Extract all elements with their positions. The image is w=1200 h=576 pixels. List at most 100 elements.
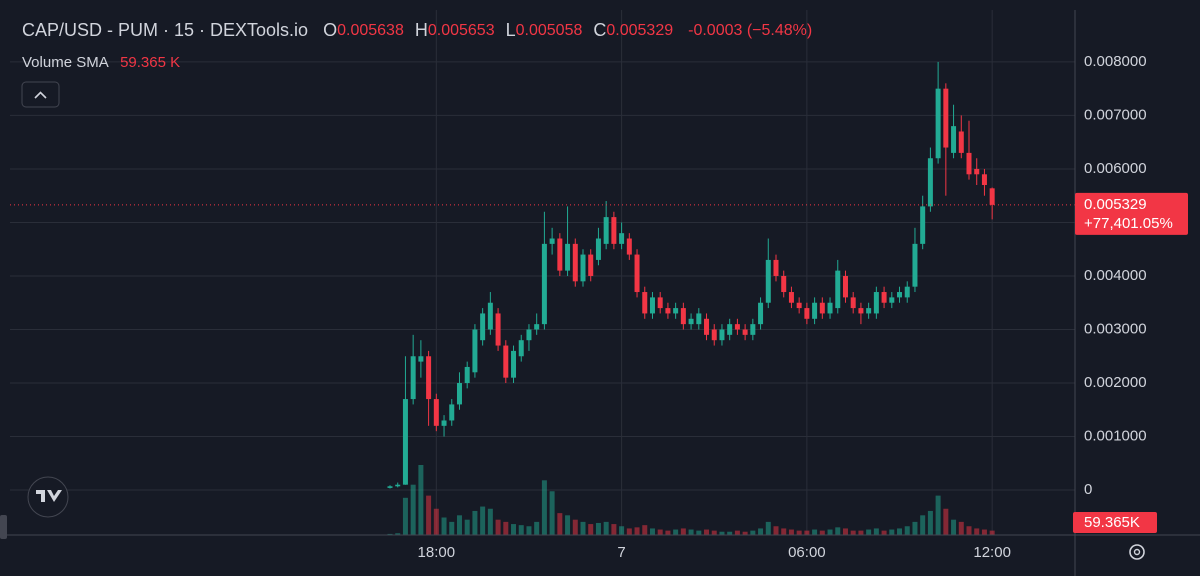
change: -0.0003 (−5.48%) xyxy=(688,22,812,39)
candle-body xyxy=(897,292,903,298)
volume-bar xyxy=(788,529,794,535)
candle-body xyxy=(781,275,787,293)
volume-bar xyxy=(897,528,903,535)
candle-body xyxy=(565,243,571,271)
candle-body xyxy=(541,243,547,325)
y-tick-label: 0.008000 xyxy=(1084,53,1147,70)
candle-body xyxy=(734,324,740,330)
volume-bar xyxy=(842,528,848,535)
volume-bar xyxy=(511,524,517,535)
candle-body xyxy=(981,174,987,185)
volume-bar xyxy=(943,508,949,535)
candle-body xyxy=(758,302,764,325)
candle-body xyxy=(819,302,825,314)
y-tick-label: 0.007000 xyxy=(1084,106,1147,123)
volume-bar xyxy=(611,524,617,535)
volume-bar xyxy=(920,515,926,535)
candle-body xyxy=(912,243,918,287)
volume-bar xyxy=(634,527,640,535)
candle-body xyxy=(835,270,841,309)
candle-body xyxy=(866,308,872,314)
candle-body xyxy=(511,350,517,378)
volume-bar xyxy=(464,519,470,535)
volume-bar xyxy=(395,533,401,535)
volume-bar xyxy=(418,465,424,535)
candle-body xyxy=(680,308,686,325)
volume-bar xyxy=(495,519,501,535)
volume-bar xyxy=(518,525,524,535)
candle-body xyxy=(410,356,416,400)
volume-bar xyxy=(966,526,972,535)
candle-body xyxy=(804,308,810,319)
volume-bar xyxy=(526,526,532,535)
header: CAP/USD - PUM · 15 · DEXTools.io O0.0056… xyxy=(22,20,812,40)
candle-body xyxy=(742,329,748,335)
candle-body xyxy=(827,302,833,314)
volume-bar xyxy=(595,522,601,535)
candle-body xyxy=(958,131,964,153)
volume-bar xyxy=(487,508,493,535)
candle-body xyxy=(842,275,848,298)
volume-bar xyxy=(534,521,540,535)
symbol-title: CAP/USD - PUM · 15 · DEXTools.io xyxy=(22,20,308,40)
volume-bar xyxy=(433,508,439,535)
volume-bar xyxy=(958,521,964,535)
volume-bar xyxy=(572,519,578,535)
candle-body xyxy=(418,356,424,362)
volume-bar xyxy=(680,528,686,535)
volume-bar xyxy=(904,526,910,535)
settings-button[interactable] xyxy=(1129,544,1145,560)
volume-bar xyxy=(642,525,648,535)
candle-body xyxy=(858,308,864,314)
volume-bar xyxy=(796,530,802,535)
candle-body xyxy=(920,206,926,244)
volume-sma-axis-label: 59.365K xyxy=(1084,514,1140,531)
candle-body xyxy=(449,404,455,421)
candle-body xyxy=(704,318,710,335)
candle-body xyxy=(441,420,447,426)
candle-body xyxy=(943,88,949,148)
volume-bar xyxy=(765,521,771,535)
candle-body xyxy=(572,243,578,282)
volume-bar xyxy=(734,530,740,535)
volume-bar xyxy=(588,524,594,535)
candle-body xyxy=(711,329,717,341)
x-tick-label: 06:00 xyxy=(788,544,826,561)
tradingview-logo[interactable] xyxy=(27,476,69,518)
side-tab[interactable] xyxy=(0,515,7,539)
volume-bar xyxy=(850,530,856,535)
volume-bar xyxy=(426,495,432,535)
volume-bar xyxy=(804,530,810,535)
y-tick-label: 0 xyxy=(1084,481,1092,498)
volume-bar xyxy=(626,528,632,535)
indicator-legend: Volume SMA 59.365 K xyxy=(22,54,180,71)
volume-bar xyxy=(603,521,609,535)
candle-body xyxy=(518,340,524,357)
candle-body xyxy=(989,188,995,205)
candle-body xyxy=(611,217,617,244)
volume-bar xyxy=(873,528,879,535)
candle-body xyxy=(796,302,802,309)
candle-body xyxy=(433,399,439,426)
volume-bar xyxy=(580,521,586,535)
volume-bar xyxy=(387,533,393,535)
volume-bar xyxy=(649,528,655,535)
candle-body xyxy=(927,158,933,207)
candle-body xyxy=(788,292,794,303)
volume-bar xyxy=(812,529,818,535)
volume-bar xyxy=(719,531,725,535)
collapse-button[interactable] xyxy=(21,81,60,108)
close-value: 0.005329 xyxy=(606,22,673,39)
candles xyxy=(10,61,1075,489)
volume-bar xyxy=(781,528,787,535)
volume-bar xyxy=(912,521,918,535)
candle-body xyxy=(850,297,856,309)
x-tick-label: 18:00 xyxy=(418,544,456,561)
candle-body xyxy=(603,217,609,244)
candle-body xyxy=(387,486,393,488)
candle-body xyxy=(881,292,887,303)
volume-bar xyxy=(758,528,764,535)
candle-body xyxy=(464,366,470,384)
